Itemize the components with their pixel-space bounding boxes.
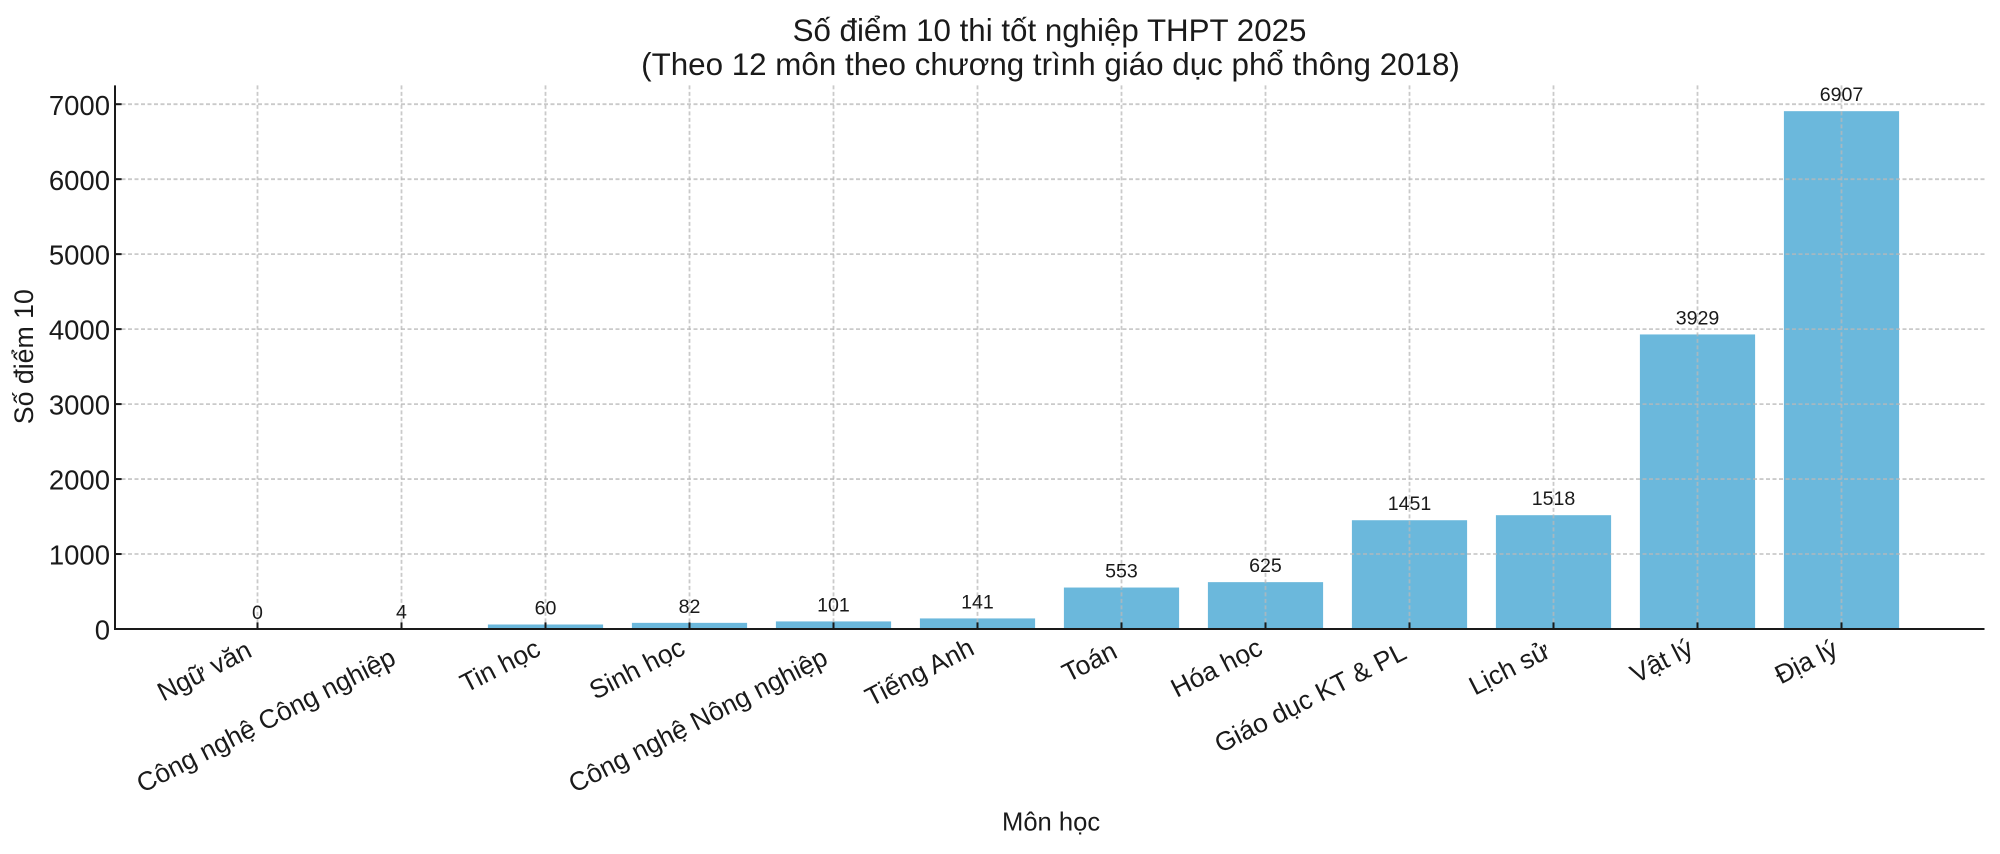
svg-text:4: 4 [396,602,407,624]
svg-text:625: 625 [1249,555,1282,577]
svg-text:5000: 5000 [49,240,110,271]
svg-text:82: 82 [679,596,701,618]
svg-text:60: 60 [535,598,557,620]
svg-text:Số điểm 10: Số điểm 10 [9,289,39,424]
svg-text:Số điểm 10 thi tốt nghiệp THPT: Số điểm 10 thi tốt nghiệp THPT 2025 [793,13,1307,48]
svg-text:3929: 3929 [1676,307,1720,329]
svg-text:0: 0 [252,602,263,624]
svg-text:6907: 6907 [1820,84,1864,106]
svg-text:141: 141 [961,591,994,613]
svg-text:0: 0 [95,615,110,646]
svg-text:6000: 6000 [49,165,110,196]
svg-text:2000: 2000 [49,465,110,496]
svg-text:4000: 4000 [49,315,110,346]
svg-text:3000: 3000 [49,390,110,421]
svg-text:1000: 1000 [49,540,110,571]
svg-text:101: 101 [817,594,850,616]
svg-text:1451: 1451 [1388,493,1432,515]
svg-text:(Theo 12 môn theo chương trình: (Theo 12 môn theo chương trình giáo dục … [641,47,1460,82]
svg-text:553: 553 [1105,561,1138,583]
svg-text:Môn học: Môn học [1002,808,1100,836]
svg-text:7000: 7000 [49,90,110,121]
svg-text:1518: 1518 [1532,488,1576,510]
